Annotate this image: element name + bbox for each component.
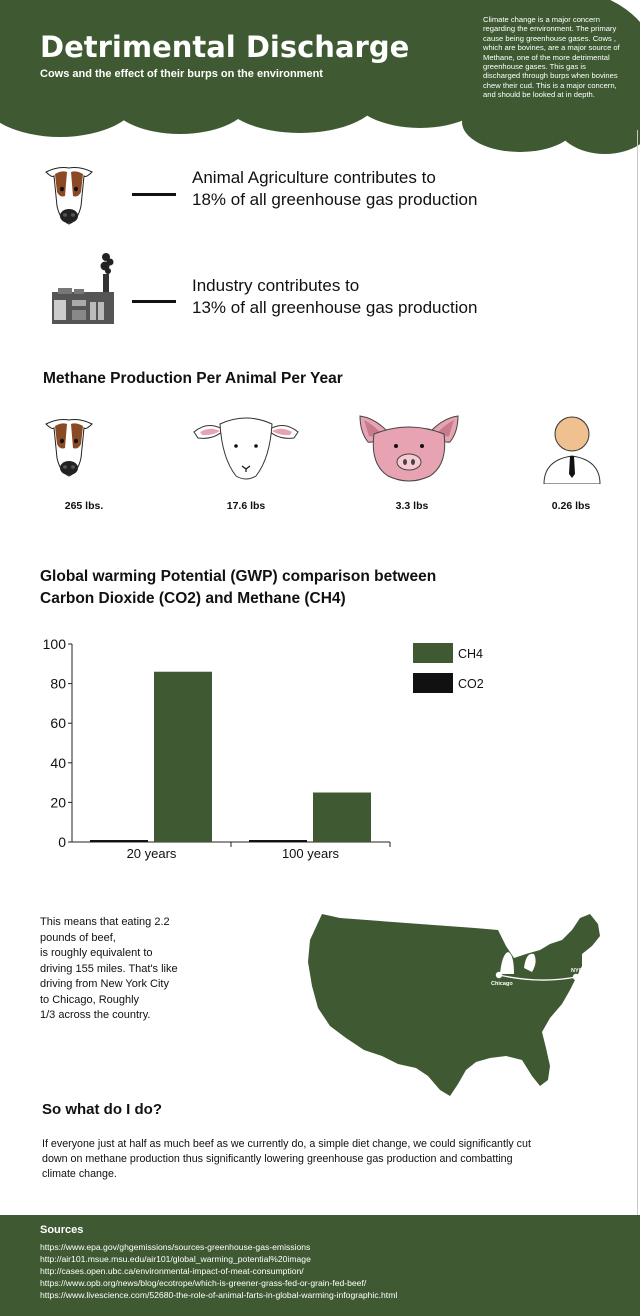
cow-face-icon xyxy=(45,419,93,477)
source-link[interactable]: http://air101.msue.msu.edu/air101/global… xyxy=(40,1254,311,1264)
action-title: So what do I do? xyxy=(42,1101,162,1118)
y-tick-label: 60 xyxy=(50,715,66,731)
pig-methane-value: 3.3 lbs xyxy=(395,500,429,512)
fact-animal-agriculture: Animal Agriculture contributes to 18% of… xyxy=(192,167,477,211)
page-subtitle: Cows and the effect of their burps on th… xyxy=(40,68,323,80)
fact-connector-line xyxy=(132,193,176,196)
y-tick-label: 0 xyxy=(58,834,66,850)
action-paragraph: If everyone just at half as much beef as… xyxy=(42,1138,531,1180)
x-category-label: 100 years xyxy=(282,846,340,861)
methane-section-title: Methane Production Per Animal Per Year xyxy=(43,370,343,387)
fact-connector-line xyxy=(132,300,176,303)
x-category-label: 20 years xyxy=(127,846,177,861)
chart-title-line1: Global warming Potential (GWP) compariso… xyxy=(40,568,437,585)
bar-ch4-20-years xyxy=(154,671,212,842)
intro-paragraph: Climate change is a major concern regard… xyxy=(483,15,620,100)
person-methane-value: 0.26 lbs xyxy=(551,500,591,512)
fact-line1: Animal Agriculture contributes to xyxy=(192,168,436,187)
beef-equivalence-text: This means that eating 2.2 pounds of bee… xyxy=(40,915,205,1024)
beef-text-line: 1/3 across the country. xyxy=(40,1009,151,1021)
y-tick-label: 100 xyxy=(43,636,67,652)
chart-title-line2: Carbon Dioxide (CO2) and Methane (CH4) xyxy=(40,590,346,607)
page-title: Detrimental Discharge xyxy=(40,30,410,64)
legend-label-ch4: CH4 xyxy=(458,647,483,661)
source-link[interactable]: http://cases.open.ubc.ca/environmental-i… xyxy=(40,1266,304,1276)
header-cloud-banner xyxy=(0,0,640,154)
beef-text-line: to Chicago, Roughly xyxy=(40,993,140,1006)
person-icon xyxy=(543,416,601,484)
bar-co2-20-years xyxy=(90,840,148,842)
beef-text-line: driving 155 miles. That's like xyxy=(40,962,178,975)
chart-title: Global warming Potential (GWP) compariso… xyxy=(40,566,436,610)
y-tick-label: 20 xyxy=(50,794,66,810)
map-label-chicago: Chicago xyxy=(491,981,513,987)
legend-swatch-co2 xyxy=(413,673,453,693)
bar-ch4-100-years xyxy=(313,792,371,842)
source-link[interactable]: https://www.opb.org/news/blog/ecotrope/w… xyxy=(40,1278,367,1288)
map-label-nyc: NYC xyxy=(571,968,583,974)
sources-footer xyxy=(0,1215,640,1316)
beef-text-line: driving from New York City xyxy=(40,978,169,990)
y-tick-label: 80 xyxy=(50,676,66,692)
y-tick-label: 40 xyxy=(50,755,66,771)
beef-text-line: This means that eating 2.2 xyxy=(40,916,170,928)
sheep-face-icon xyxy=(193,417,299,480)
fact-line2: 18% of all greenhouse gas production xyxy=(192,190,478,209)
source-link[interactable]: https://www.livescience.com/52680-the-ro… xyxy=(40,1290,398,1300)
factory-icon xyxy=(52,253,114,324)
sources-title: Sources xyxy=(40,1224,84,1236)
bar-co2-100-years xyxy=(249,840,307,842)
page-divider xyxy=(637,130,638,1215)
beef-text-line: pounds of beef, xyxy=(40,931,116,944)
cow-methane-value: 265 lbs. xyxy=(64,500,104,512)
fact-industry: Industry contributes to 13% of all green… xyxy=(192,275,477,319)
source-link[interactable]: https://www.epa.gov/ghgemissions/sources… xyxy=(40,1242,311,1252)
legend-label-co2: CO2 xyxy=(458,677,484,691)
fact-line1: Industry contributes to xyxy=(192,276,360,295)
usa-map-icon: Chicago NYC xyxy=(308,914,600,1096)
gwp-bar-chart: 0 20 40 60 80 100 20 years 100 years CH4 CO2 xyxy=(43,636,484,861)
cow-face-icon xyxy=(45,167,93,225)
sheep-methane-value: 17.6 lbs xyxy=(226,500,266,512)
legend-swatch-ch4 xyxy=(413,643,453,663)
pig-face-icon xyxy=(359,415,459,482)
fact-line2: 13% of all greenhouse gas production xyxy=(192,298,478,317)
beef-text-line: is roughly equivalent to xyxy=(40,947,153,959)
